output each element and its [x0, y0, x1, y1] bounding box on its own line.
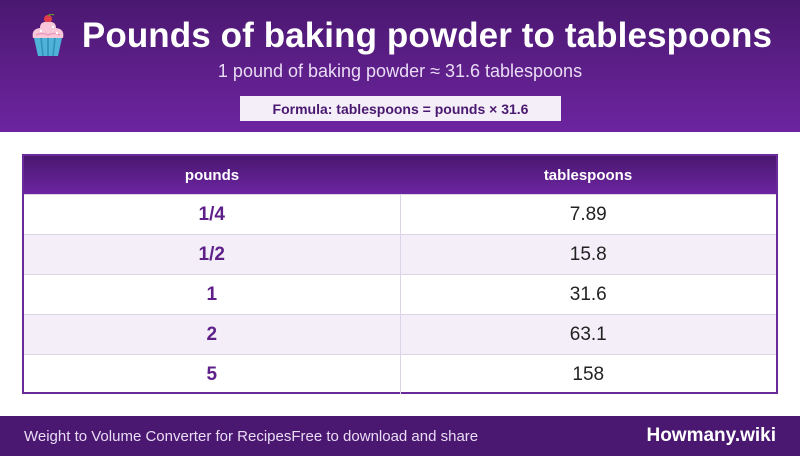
pounds-cell: 2: [24, 315, 401, 354]
tablespoons-cell: 31.6: [569, 283, 607, 305]
tablespoons-cell: 15.8: [569, 243, 607, 265]
tablespoons-cell: 7.89: [569, 203, 607, 225]
table-row: 2 63.1: [24, 314, 776, 354]
pounds-cell: 1: [24, 275, 401, 314]
table-header: pounds tablespoons: [24, 156, 776, 194]
page-title: Pounds of baking powder to tablespoons: [81, 16, 773, 55]
subtitle: 1 pound of baking powder ≈ 31.6 tablespo…: [217, 61, 583, 81]
pounds-cell: 1/2: [24, 235, 401, 274]
cupcake-icon: [28, 13, 68, 58]
pounds-cell: 5: [24, 355, 401, 394]
tablespoons-cell: 63.1: [569, 323, 607, 345]
table-row: 1/4 7.89: [24, 194, 776, 234]
conversion-table: pounds tablespoons 1/4 7.89 1/2 15.8 1 3…: [22, 154, 778, 394]
header-banner: Pounds of baking powder to tablespoons 1…: [0, 0, 800, 132]
table-row: 5 158: [24, 354, 776, 394]
column-header-pounds: pounds: [184, 166, 240, 184]
footer-bar: Weight to Volume Converter for Recipes F…: [0, 416, 800, 456]
title-row: Pounds of baking powder to tablespoons: [0, 12, 800, 60]
pounds-cell: 1/4: [24, 195, 401, 234]
column-header-tablespoons: tablespoons: [543, 166, 633, 184]
brand-link[interactable]: Howmany.wiki: [646, 425, 776, 446]
formula-badge: Formula: tablespoons = pounds × 31.6: [240, 96, 561, 121]
footer-note: Free to download and share: [291, 427, 479, 445]
tablespoons-cell: 158: [572, 363, 605, 385]
table-row: 1 31.6: [24, 274, 776, 314]
footer-tagline: Weight to Volume Converter for Recipes: [24, 427, 292, 445]
table-row: 1/2 15.8: [24, 234, 776, 274]
